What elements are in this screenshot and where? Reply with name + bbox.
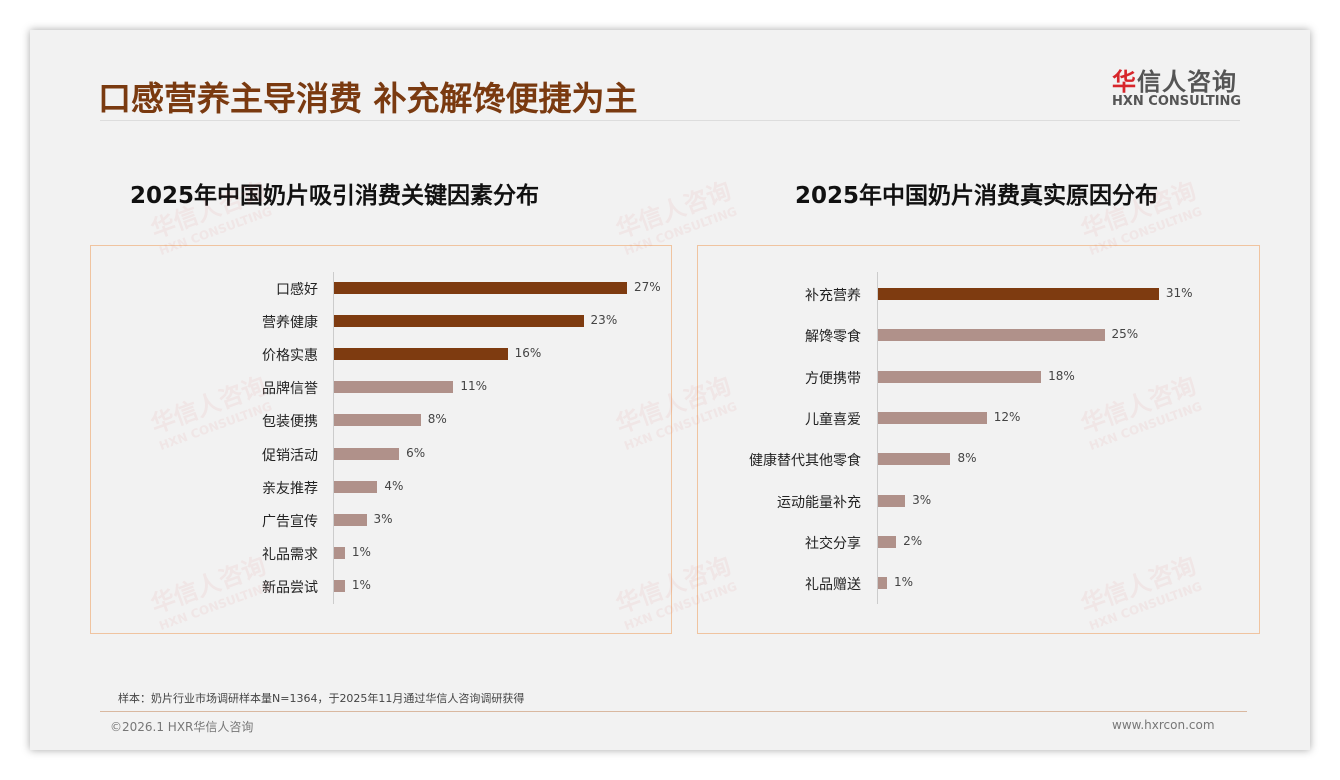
bar	[878, 329, 1105, 342]
category-label: 促销活动	[262, 447, 318, 464]
category-label: 礼品赠送	[805, 577, 861, 594]
bar	[334, 348, 508, 361]
data-label: 12%	[993, 409, 1021, 424]
data-label: 16%	[514, 346, 542, 361]
category-label: 价格实惠	[262, 348, 318, 365]
bar	[878, 453, 951, 466]
bar	[334, 414, 421, 427]
bar	[878, 370, 1042, 383]
bar	[334, 447, 400, 460]
category-label: 运动能量补充	[777, 494, 861, 511]
category-label: 广告宣传	[262, 513, 318, 530]
website-link[interactable]: www.hxrcon.com	[1112, 718, 1215, 732]
data-label: 1%	[351, 544, 371, 559]
data-label: 11%	[460, 379, 488, 394]
data-label: 27%	[633, 280, 661, 294]
y-axis	[333, 272, 334, 604]
bar	[334, 381, 454, 394]
logo-red-char: 华	[1112, 68, 1137, 96]
logo-subtitle: HXN CONSULTING	[1112, 94, 1242, 109]
data-label: 31%	[1165, 286, 1193, 300]
data-label: 18%	[1048, 368, 1075, 383]
y-axis	[877, 272, 878, 604]
data-label: 1%	[351, 577, 371, 592]
bar	[878, 411, 987, 424]
bar	[878, 288, 1159, 300]
category-label: 亲友推荐	[262, 480, 318, 497]
category-label: 解馋零食	[805, 329, 861, 346]
bar	[334, 480, 378, 493]
chart-title-right: 2025年中国奶片消费真实原因分布	[795, 183, 1159, 209]
page-title: 口感营养主导消费 补充解馋便捷为主	[98, 79, 638, 118]
bar	[334, 315, 584, 328]
data-label: 8%	[427, 412, 447, 427]
category-label: 方便携带	[805, 370, 861, 387]
bar	[334, 579, 345, 592]
logo: 华信人咨询	[1112, 62, 1237, 97]
copyright: ©2026.1 HXR华信人咨询	[110, 720, 254, 734]
bar	[878, 535, 897, 548]
category-label: 营养健康	[262, 315, 318, 332]
bar	[334, 282, 627, 294]
bar	[334, 546, 345, 559]
chart-title-left: 2025年中国奶片吸引消费关键因素分布	[130, 183, 540, 209]
category-label: 儿童喜爱	[805, 411, 861, 428]
bar	[878, 494, 906, 507]
data-label: 4%	[384, 478, 404, 493]
bar	[334, 513, 367, 526]
data-label: 6%	[406, 445, 426, 460]
data-label: 3%	[912, 492, 932, 507]
bar	[878, 577, 888, 590]
data-label: 3%	[373, 511, 393, 526]
category-label: 新品尝试	[262, 579, 318, 596]
sample-note: 样本：奶片行业市场调研样本量N=1364，于2025年11月通过华信人咨询调研获…	[118, 692, 525, 705]
data-label: 2%	[903, 533, 923, 548]
data-label: 25%	[1111, 327, 1139, 342]
slide	[30, 30, 1310, 750]
category-label: 礼品需求	[262, 546, 318, 563]
data-label: 23%	[590, 313, 618, 328]
data-label: 1%	[894, 575, 914, 590]
divider	[100, 120, 1240, 121]
chart-box-right	[697, 245, 1260, 634]
category-label: 包装便携	[262, 414, 318, 431]
category-label: 社交分享	[805, 535, 861, 552]
footer-divider	[100, 711, 1247, 712]
chart-box-left	[90, 245, 672, 634]
category-label: 品牌信誉	[262, 381, 318, 398]
category-label: 补充营养	[805, 288, 861, 304]
category-label: 口感好	[276, 282, 318, 298]
category-label: 健康替代其他零食	[749, 453, 861, 470]
logo-text: 信人咨询	[1137, 68, 1237, 96]
data-label: 8%	[957, 451, 977, 466]
